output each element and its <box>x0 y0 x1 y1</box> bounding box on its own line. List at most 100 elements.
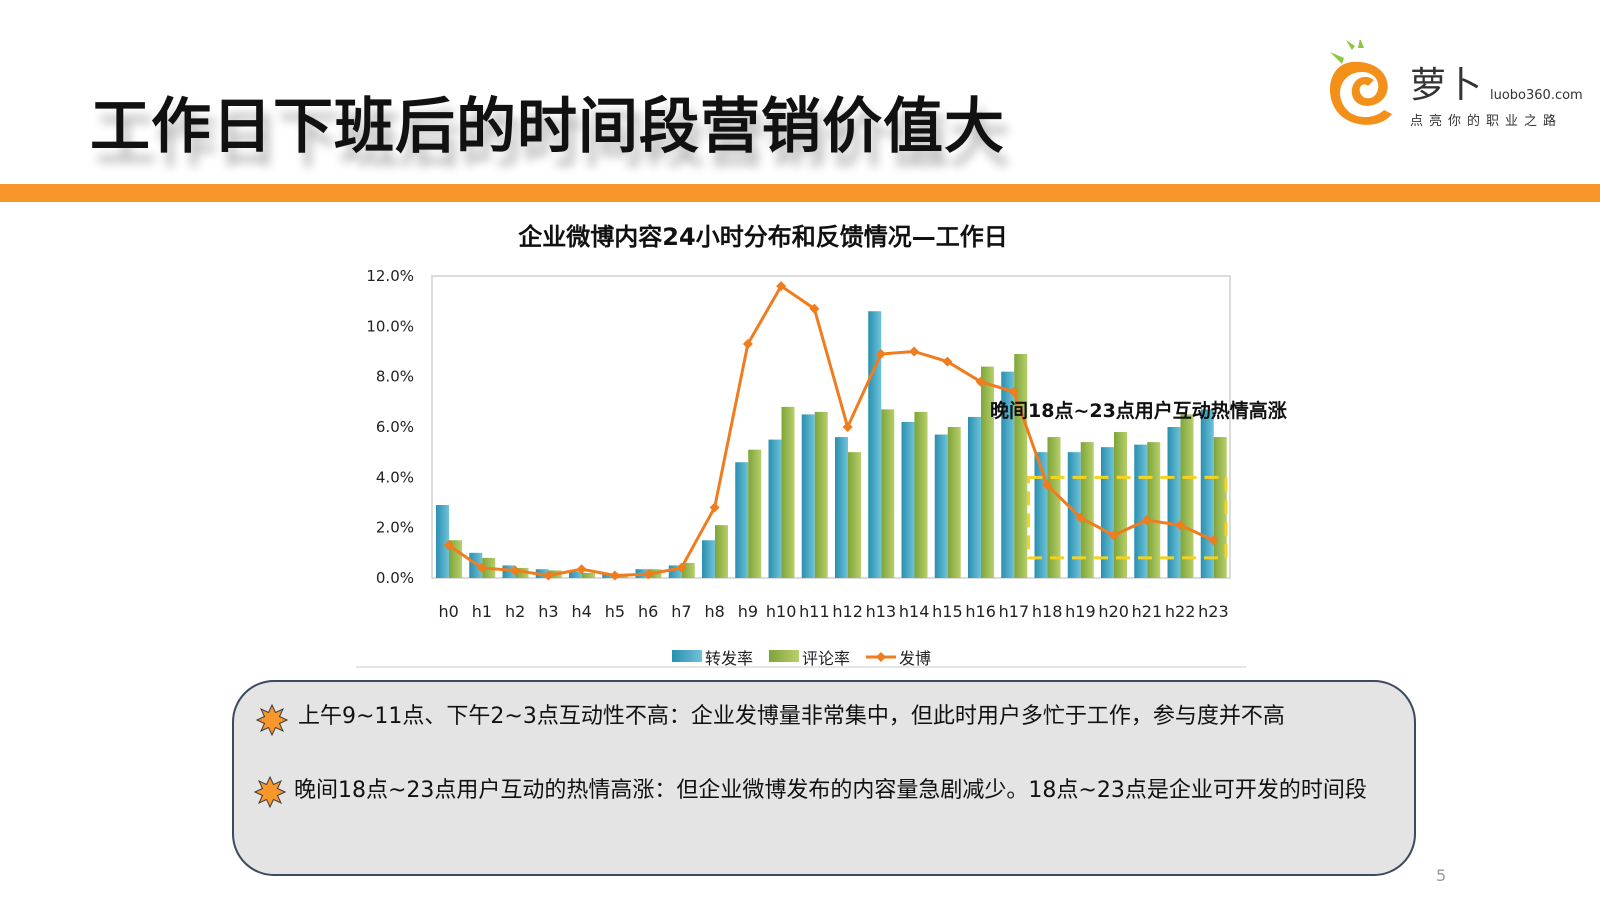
line-point <box>1141 515 1152 526</box>
line-point <box>676 562 687 573</box>
carrot-logo-icon <box>1329 40 1392 125</box>
bar-retweet <box>1101 447 1114 578</box>
bar-comment <box>1180 414 1194 578</box>
y-tick-label: 10.0% <box>366 317 414 335</box>
y-tick-label: 4.0% <box>376 468 414 486</box>
x-tick-label: h21 <box>1132 602 1163 621</box>
x-tick-label: h10 <box>766 602 797 621</box>
bar-series <box>436 311 1227 578</box>
x-tick-label: h1 <box>472 602 492 621</box>
legend-label: 转发率 <box>705 649 753 668</box>
bar-retweet <box>502 565 516 578</box>
x-tick-label: h6 <box>638 602 658 621</box>
sun-bullet-icon <box>256 704 288 736</box>
line-point <box>543 570 554 581</box>
bar-retweet <box>934 434 948 578</box>
x-tick-label: h7 <box>671 602 691 621</box>
y-tick-label: 0.0% <box>376 569 414 587</box>
bar-comment <box>814 411 828 578</box>
bar-retweet <box>702 540 715 578</box>
bar-comment <box>548 570 562 578</box>
line-point <box>1042 479 1053 490</box>
bar-comment <box>1213 437 1227 578</box>
bar-comment <box>482 557 496 578</box>
bar-comment <box>1014 354 1028 578</box>
bar-comment <box>681 562 695 578</box>
line-series <box>443 281 1219 581</box>
y-tick-label: 8.0% <box>376 368 414 386</box>
bar-comment <box>449 540 462 578</box>
bar-retweet <box>768 439 782 578</box>
x-tick-label: h5 <box>605 602 625 621</box>
line-point <box>1208 535 1219 546</box>
bar-retweet <box>868 311 882 578</box>
line-point <box>842 422 853 432</box>
x-tick-label: h15 <box>932 602 963 621</box>
insight-item: 上午9~11点、下午2~3点互动性不高：企业发博量非常集中，但此时用户多忙于工作… <box>298 704 1285 729</box>
x-tick-label: h9 <box>738 602 758 621</box>
x-tick-label: h16 <box>965 602 996 621</box>
x-tick-label: h12 <box>832 602 863 621</box>
line-point <box>443 540 454 551</box>
page-title: 工作日下班后的时间段营销价值大 <box>90 92 1005 162</box>
bar-comment <box>881 409 895 578</box>
x-axis-ticks: h0 h1 h2 h3 h4 h5 h6 h7 h8 h9 h10 h11 h12 h13 h14 h15 h1… <box>438 602 1228 621</box>
bar-comment <box>848 452 861 578</box>
bar-retweet <box>901 421 915 578</box>
bar-comment <box>648 569 662 578</box>
line-point <box>742 338 753 349</box>
bar-retweet <box>801 414 815 578</box>
line-point <box>643 569 654 580</box>
plot-area <box>431 275 1231 579</box>
bar-retweet <box>602 574 616 578</box>
highlight-box <box>1027 475 1228 560</box>
bar-comment <box>1147 442 1161 578</box>
legend-label: 发博 <box>899 649 931 668</box>
line-point <box>709 502 720 513</box>
bar-retweet <box>535 569 549 578</box>
bar-comment <box>582 572 595 578</box>
legend-swatch <box>769 650 799 662</box>
chart-legend: 转发率 评论率 发博 <box>672 649 931 668</box>
bar-retweet <box>735 462 749 578</box>
brand-logo: 萝卜 luobo360.com 点亮你的职业之路 <box>1322 40 1592 136</box>
bar-comment <box>1080 442 1094 578</box>
line-point <box>609 570 620 581</box>
sun-bullet-icon <box>254 776 286 808</box>
chart-title: 企业微博内容24小时分布和反馈情况—工作日 <box>518 223 1007 251</box>
bar-comment <box>981 366 994 578</box>
bar-retweet <box>1001 371 1015 578</box>
legend-swatch <box>672 650 702 662</box>
x-tick-label: h22 <box>1165 602 1196 621</box>
line-point <box>510 565 521 576</box>
line-point <box>776 281 787 292</box>
legend-label: 评论率 <box>802 649 850 668</box>
x-tick-label: h2 <box>505 602 525 621</box>
bar-comment <box>515 567 529 578</box>
line-point <box>1008 386 1019 397</box>
x-tick-label: h11 <box>799 602 830 621</box>
x-tick-label: h8 <box>704 602 724 621</box>
x-tick-label: h4 <box>571 602 591 621</box>
bar-comment <box>715 525 728 578</box>
bar-comment <box>914 411 928 578</box>
insight-item: 晚间18点~23点用户互动的热情高涨：但企业微博发布的内容量急剧减少。18点~2… <box>294 778 1367 803</box>
bar-retweet <box>436 505 449 578</box>
bar-retweet <box>1200 409 1214 578</box>
bar-retweet <box>968 416 981 578</box>
bar-comment <box>1114 432 1127 578</box>
line-point <box>476 562 487 573</box>
x-tick-label: h23 <box>1198 602 1229 621</box>
line-point <box>1108 530 1119 541</box>
logo-slogan: 点亮你的职业之路 <box>1410 114 1563 129</box>
line-point <box>875 349 886 360</box>
line-posts <box>447 283 1214 578</box>
x-tick-label: h14 <box>899 602 930 621</box>
bar-retweet <box>1134 444 1148 578</box>
page-number: 5 <box>1436 866 1447 885</box>
line-point <box>942 356 953 367</box>
logo-name: 萝卜 <box>1410 65 1483 106</box>
bar-comment <box>615 574 629 578</box>
line-point <box>975 376 986 387</box>
x-tick-label: h13 <box>866 602 897 621</box>
